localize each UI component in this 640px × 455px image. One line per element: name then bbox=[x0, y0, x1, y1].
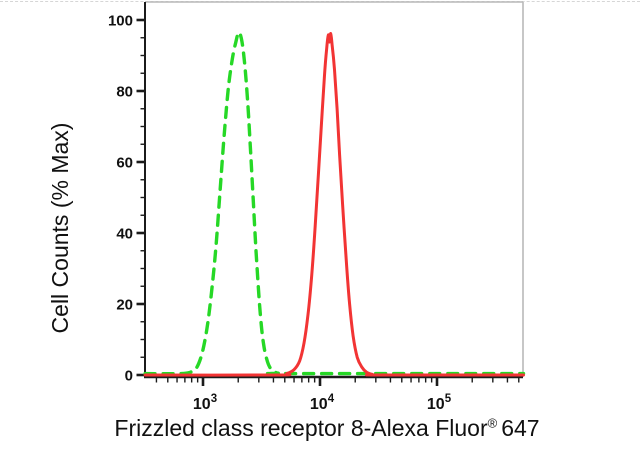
y-tick-label: 60 bbox=[116, 155, 133, 172]
y-tick-label: 40 bbox=[116, 226, 133, 243]
registered-trademark-symbol: ® bbox=[487, 415, 498, 431]
x-axis-title-suffix: 647 bbox=[501, 415, 540, 441]
x-tick-label: 103 bbox=[193, 393, 217, 413]
x-tick-label: 104 bbox=[310, 393, 335, 413]
x-axis-title-text: Frizzled class receptor 8-Alexa Fluor bbox=[114, 415, 488, 441]
x-axis-title: Frizzled class receptor 8-Alexa Fluor® 64… bbox=[0, 415, 640, 442]
y-tick-label: 20 bbox=[116, 297, 133, 314]
red-solid-curve bbox=[143, 31, 525, 377]
y-axis-title: Cell Counts (% Max) bbox=[47, 28, 79, 428]
y-tick-label: 0 bbox=[125, 368, 133, 385]
green-dashed-curve bbox=[143, 30, 526, 376]
y-tick-label: 80 bbox=[116, 84, 133, 101]
x-tick-label: 105 bbox=[427, 393, 452, 413]
y-tick-label: 100 bbox=[108, 13, 133, 30]
y-axis-title-text: Cell Counts (% Max) bbox=[47, 122, 73, 334]
